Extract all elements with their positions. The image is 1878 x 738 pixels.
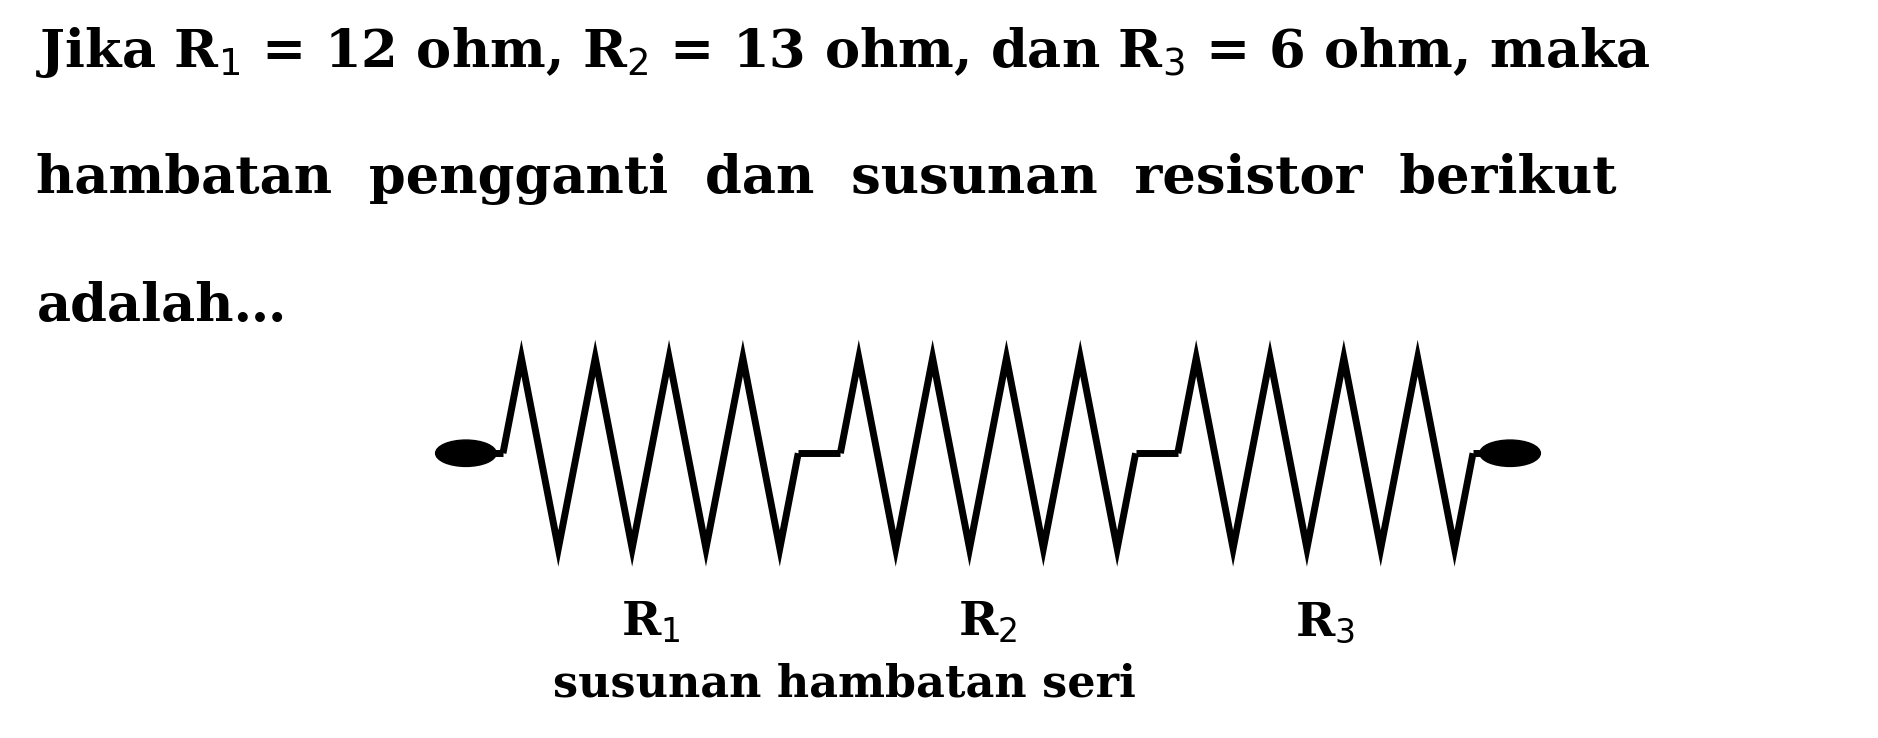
Text: adalah…: adalah… (36, 281, 287, 332)
Text: Jika R$_1$ = 12 ohm, R$_2$ = 13 ohm, dan R$_3$ = 6 ohm, maka: Jika R$_1$ = 12 ohm, R$_2$ = 13 ohm, dan… (36, 25, 1651, 80)
Text: R$_2$: R$_2$ (958, 600, 1018, 646)
Text: R$_1$: R$_1$ (622, 600, 680, 646)
Text: susunan hambatan seri: susunan hambatan seri (554, 663, 1136, 706)
Circle shape (436, 440, 496, 466)
Text: hambatan  pengganti  dan  susunan  resistor  berikut: hambatan pengganti dan susunan resistor … (36, 153, 1617, 205)
Text: R$_3$: R$_3$ (1296, 600, 1356, 646)
Circle shape (1480, 440, 1540, 466)
